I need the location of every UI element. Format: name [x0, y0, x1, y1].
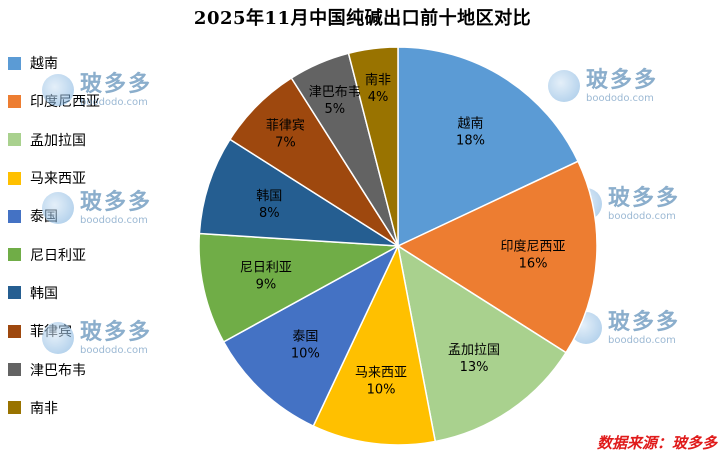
legend-swatch	[8, 363, 21, 377]
legend-swatch	[8, 133, 21, 147]
watermark-logo-icon	[42, 322, 74, 354]
legend-swatch	[8, 401, 21, 415]
slice-percent-label: 18%	[456, 134, 485, 149]
slice-percent-label: 8%	[259, 206, 280, 221]
slice-percent-label: 7%	[275, 135, 296, 150]
slice-percent-label: 16%	[519, 256, 548, 271]
legend-item: 孟加拉国	[8, 121, 100, 159]
legend-item: 马来西亚	[8, 159, 100, 197]
watermark-logo-icon	[548, 70, 580, 102]
slice-percent-label: 9%	[256, 278, 277, 293]
pie-slice	[396, 160, 598, 354]
legend-swatch	[8, 56, 21, 70]
watermark-brand: 玻多多	[586, 67, 659, 93]
watermark: 玻多多 boododo.com	[42, 312, 172, 364]
watermark-brand: 玻多多	[608, 309, 681, 335]
pie-slice	[198, 232, 401, 343]
legend-label: 南非	[30, 400, 58, 417]
slice-percent-label: 4%	[368, 90, 389, 105]
slice-name-label: 南非	[365, 72, 391, 88]
legend-swatch	[8, 209, 21, 223]
legend-label: 尼日利亚	[30, 247, 86, 264]
slice-name-label: 孟加拉国	[448, 343, 500, 358]
watermark-brand: 玻多多	[80, 319, 153, 345]
pie-slice	[396, 244, 568, 443]
source-label: 数据来源：玻多多	[596, 434, 717, 452]
slice-percent-label: 13%	[460, 360, 489, 375]
slice-name-label: 韩国	[256, 189, 282, 204]
watermark-url: boododo.com	[80, 96, 148, 108]
watermark-url: boododo.com	[80, 214, 148, 226]
watermark-logo-icon	[42, 192, 74, 224]
slice-percent-label: 10%	[291, 347, 320, 362]
legend-swatch	[8, 286, 21, 300]
legend-item: 尼日利亚	[8, 235, 100, 273]
chart-legend: 越南 印度尼西亚 孟加拉国 马来西亚 泰国 尼日利亚 韩国 菲律宾 津巴布韦 南…	[8, 44, 100, 427]
slice-name-label: 马来西亚	[355, 365, 407, 380]
legend-swatch	[8, 94, 21, 108]
chart-title: 2025年11月中国纯碱出口前十地区对比	[193, 8, 532, 29]
legend-item: 越南	[8, 44, 100, 82]
legend-label: 孟加拉国	[30, 132, 86, 149]
watermark-brand: 玻多多	[80, 71, 153, 97]
watermark-url: boododo.com	[586, 92, 654, 104]
pie-slice	[222, 244, 400, 428]
pie-slice	[198, 138, 399, 247]
watermark-brand: 玻多多	[608, 185, 681, 211]
slice-name-label: 津巴布韦	[309, 85, 361, 100]
watermark-url: boododo.com	[608, 334, 676, 346]
legend-swatch	[8, 171, 21, 185]
pie-slice	[312, 243, 437, 446]
slice-name-label: 印度尼西亚	[501, 238, 566, 254]
legend-item: 津巴布韦	[8, 350, 100, 388]
legend-swatch	[8, 324, 21, 338]
legend-label: 马来西亚	[30, 171, 86, 188]
legend-swatch	[8, 248, 21, 262]
watermark: 玻多多 boododo.com	[570, 302, 700, 354]
legend-item: 韩国	[8, 274, 100, 312]
slice-percent-label: 10%	[367, 382, 396, 397]
slice-name-label: 尼日利亚	[240, 261, 292, 276]
watermark-url: boododo.com	[80, 344, 148, 356]
legend-item: 南非	[8, 389, 100, 427]
watermark-logo-icon	[42, 74, 74, 106]
legend-label: 津巴布韦	[30, 362, 86, 379]
watermark: 玻多多 boododo.com	[548, 60, 678, 112]
pie-slice	[347, 46, 399, 247]
watermark: 玻多多 boododo.com	[42, 64, 172, 116]
watermark-brand: 玻多多	[80, 189, 153, 215]
watermark: 玻多多 boododo.com	[42, 182, 172, 234]
legend-label: 韩国	[30, 285, 58, 302]
slice-name-label: 越南	[458, 116, 484, 132]
pie-slice	[397, 46, 580, 248]
slice-name-label: 菲律宾	[266, 117, 305, 133]
legend-label: 越南	[30, 56, 58, 73]
watermark-url: boododo.com	[608, 210, 676, 222]
slice-name-label: 泰国	[292, 330, 318, 345]
slice-percent-label: 5%	[324, 102, 345, 117]
